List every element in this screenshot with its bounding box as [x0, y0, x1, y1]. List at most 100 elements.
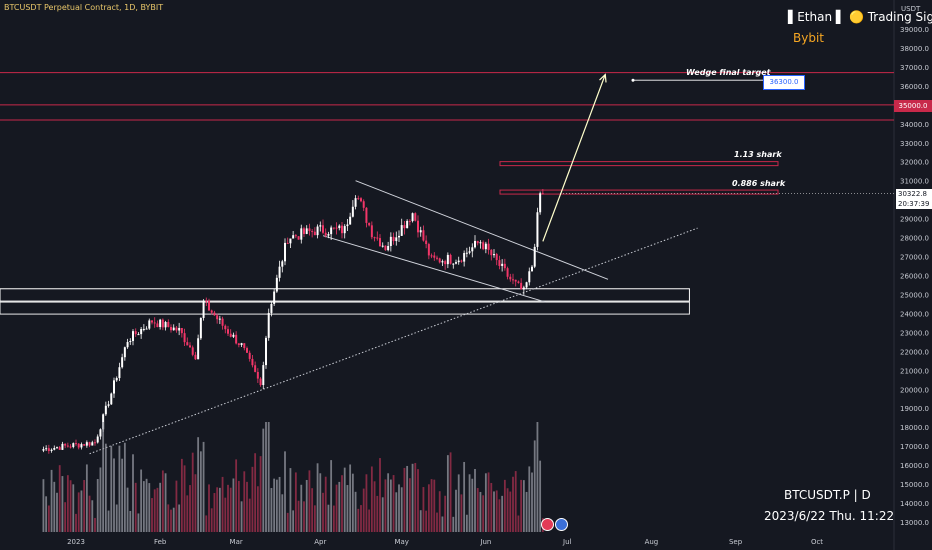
candle-body [444, 261, 447, 265]
candle-body [202, 300, 205, 318]
price-tick-label: 18000.0 [900, 424, 929, 432]
candle-body [376, 237, 379, 239]
volume-bar [408, 478, 411, 532]
volume-bar [476, 488, 479, 532]
candle-body [88, 442, 91, 446]
volume-bar [113, 458, 115, 532]
volume-bar [229, 487, 232, 532]
candle-body [324, 232, 327, 236]
volume-bar [297, 500, 300, 532]
volume-bar [528, 466, 531, 532]
time-tick-label: Feb [154, 538, 167, 546]
candle-body [471, 247, 474, 252]
target-price-badge: 36300.0 [763, 75, 805, 90]
candle-body [503, 263, 506, 269]
ticker-label: BTCUSDT.P | D [784, 488, 871, 502]
volume-bar [354, 491, 357, 532]
volume-bar [265, 422, 267, 532]
candle-body [520, 282, 523, 290]
volume-bar [503, 479, 506, 532]
candle-body [482, 242, 485, 250]
volume-bar [495, 490, 498, 532]
candle-body [180, 327, 183, 334]
candle-body [45, 448, 48, 450]
candle-body [346, 224, 349, 227]
volume-bar [175, 480, 178, 532]
candle-body [278, 266, 281, 278]
candle-body [493, 254, 495, 256]
candle-body [56, 447, 58, 449]
candle-body [284, 242, 286, 262]
candle-body [251, 358, 254, 366]
volume-bar [104, 443, 107, 532]
price-tick-label: 24000.0 [900, 310, 929, 318]
candle-body [501, 263, 504, 266]
volume-bar [506, 488, 509, 532]
event-icon-1[interactable] [541, 518, 554, 531]
candle-body [517, 281, 520, 283]
candle-body [115, 378, 118, 381]
candle-body [327, 234, 330, 236]
volume-bar [281, 494, 284, 532]
volume-bar [346, 485, 349, 532]
candle-body [129, 340, 132, 343]
candle-body [452, 263, 455, 265]
candle-body [406, 220, 409, 229]
candles-group [42, 188, 544, 454]
candle-body [398, 235, 400, 238]
time-tick-label: Aug [645, 538, 659, 546]
volume-bar [305, 479, 308, 532]
ascending-trendline [89, 227, 698, 455]
candle-body [305, 228, 308, 234]
candle-body [170, 326, 172, 331]
volume-bar [520, 479, 523, 532]
candle-body [455, 262, 457, 264]
candle-body [411, 213, 414, 222]
volume-bar [270, 488, 273, 532]
volume-bar [164, 473, 167, 532]
volume-bar [286, 512, 289, 532]
candle-body [66, 445, 69, 447]
candle-body [224, 325, 227, 330]
time-tick-label: May [394, 538, 408, 546]
volume-bar [172, 507, 175, 532]
volume-bar [126, 487, 129, 532]
volume-bar [94, 517, 96, 532]
volume-bar [474, 468, 476, 532]
candle-body [528, 271, 531, 283]
volume-bar [525, 491, 528, 532]
volume-bar [180, 458, 183, 532]
volume-bar [419, 510, 422, 532]
volume-bar [278, 476, 281, 532]
volume-bar [460, 494, 463, 532]
candle-body [522, 287, 525, 290]
volume-bar [327, 504, 330, 532]
price-tick-label: 32000.0 [900, 159, 929, 167]
volume-bar [240, 501, 243, 532]
volume-bar [490, 482, 493, 532]
candle-body [186, 342, 189, 346]
volume-bar [444, 495, 447, 532]
volume-bar [53, 481, 56, 532]
volume-bar [156, 487, 159, 532]
volume-bar [362, 488, 365, 532]
candle-body [80, 444, 83, 448]
candle-body [463, 253, 466, 262]
event-icon-2[interactable] [555, 518, 568, 531]
price-tick-label: 17000.0 [900, 443, 929, 451]
candle-body [216, 315, 219, 320]
candle-body [159, 319, 162, 328]
time-tick-label: Jul [562, 538, 572, 546]
level-35000-badge: 35000.0 [894, 100, 932, 112]
volume-bar [373, 481, 376, 532]
candle-body [536, 212, 539, 247]
countdown-badge: 20:37:39 [896, 199, 932, 209]
volume-bar [324, 476, 327, 532]
volume-bar [273, 478, 276, 532]
candle-body [457, 260, 460, 263]
volume-bar [482, 495, 485, 532]
price-tick-label: 20000.0 [900, 386, 929, 394]
volume-bar [80, 490, 83, 532]
candle-body [330, 227, 333, 235]
